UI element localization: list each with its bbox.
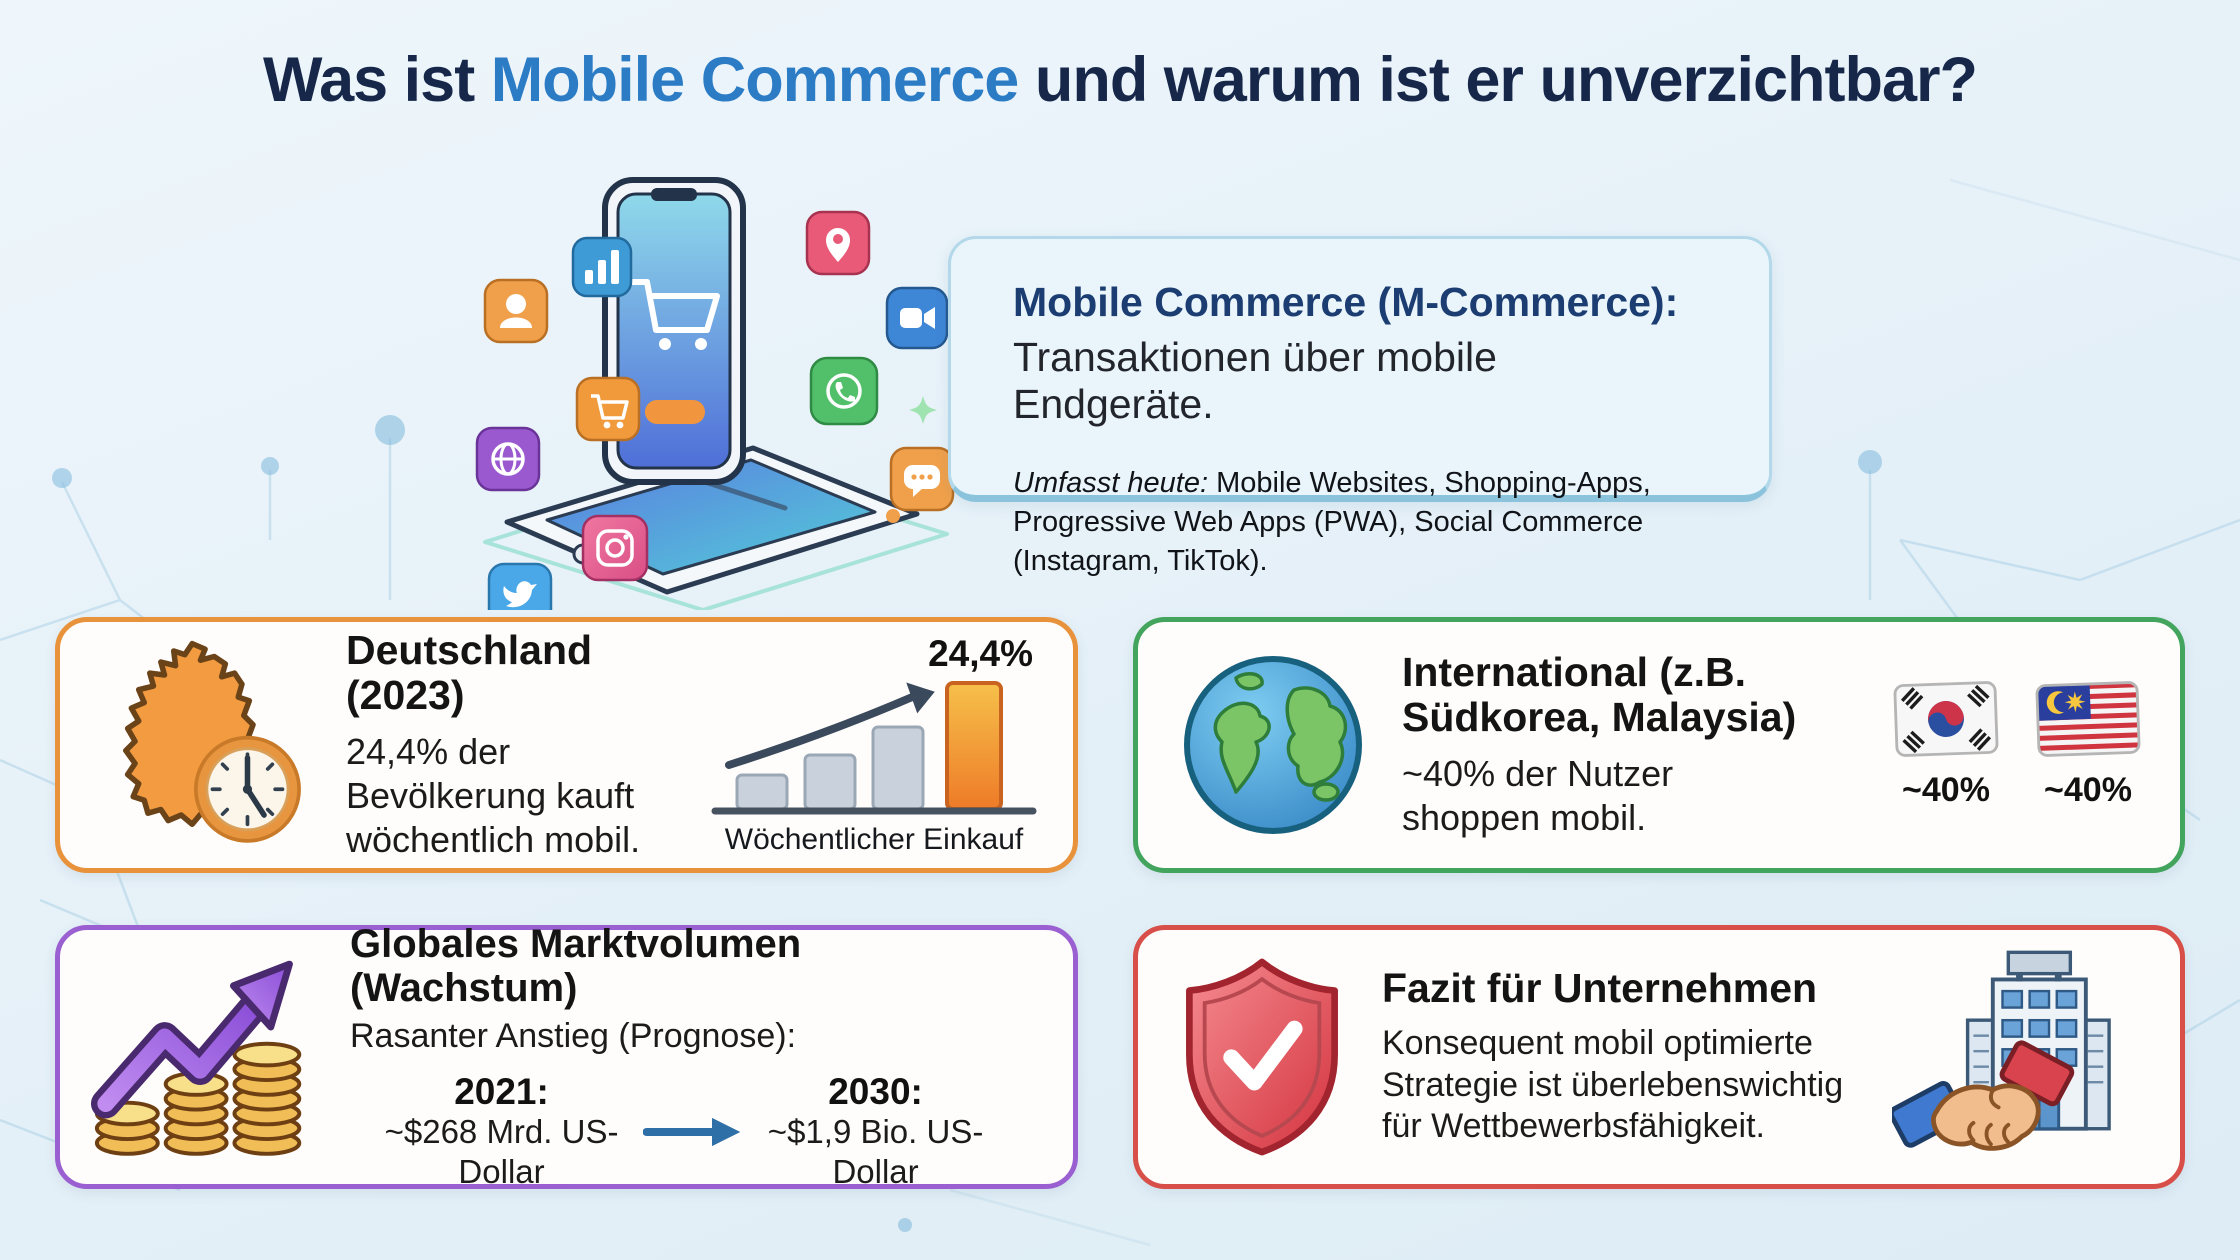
card-market-text: Globales Marktvolumen (Wachstum) Rasante… xyxy=(350,922,1039,1191)
cart-app-icon xyxy=(575,376,641,442)
forecast-row: 2021: ~$268 Mrd. US-Dollar 2030: ~$1,9 B… xyxy=(350,1070,1039,1192)
handshake-icon xyxy=(1892,1040,2075,1151)
card-conclusion-body: Konsequent mobil optimierte Strategie is… xyxy=(1382,1024,1844,1146)
title-prefix: Was ist xyxy=(262,45,491,115)
video-app-icon xyxy=(885,286,949,350)
card-international-text: International (z.B. Südkorea, Malaysia) … xyxy=(1402,649,1884,840)
chart-caption: Wöchentlicher Einkauf xyxy=(724,823,1024,856)
definition-detail-text: Mobile Websites, Shopping-Apps, Progress… xyxy=(1013,467,1651,578)
definition-box: Mobile Commerce (M-Commerce): Transaktio… xyxy=(948,236,1772,577)
person-app-icon xyxy=(483,278,549,344)
forecast-2021-value: ~$268 Mrd. US-Dollar xyxy=(384,1113,619,1191)
forecast-2021-year: 2021: xyxy=(454,1070,549,1112)
card-conclusion: Fazit für Unternehmen Konsequent mobil o… xyxy=(1133,925,2185,1189)
cta-pill xyxy=(645,400,705,424)
sparkle-accent xyxy=(909,396,937,424)
globe-icon xyxy=(1184,656,1362,834)
building-handshake-icon xyxy=(1892,950,2111,1151)
definition-detail: Umfasst heute: Mobile Websites, Shopping… xyxy=(1013,464,1707,581)
malaysia-flag-item: ~40% xyxy=(2035,680,2141,810)
definition-detail-label: Umfasst heute: xyxy=(1013,467,1209,500)
forecast-2030-year: 2030: xyxy=(828,1070,923,1112)
card-germany-title: Deutschland (2023) xyxy=(346,627,593,719)
forecast-2021: 2021: ~$268 Mrd. US-Dollar xyxy=(360,1070,643,1192)
card-germany-text: Deutschland (2023) 24,4% der Bevölkerung… xyxy=(346,627,703,862)
title-suffix: und warum ist er unverzichtbar? xyxy=(1018,45,1978,115)
malaysia-flag-icon xyxy=(2035,680,2141,757)
page-title: Was ist Mobile Commerce und warum ist er… xyxy=(0,44,2240,116)
zigzag-arrow xyxy=(90,960,293,1119)
twitter-app-icon xyxy=(487,562,553,610)
dot-accent xyxy=(886,509,900,523)
korea-flag-item: ~40% xyxy=(1893,680,1999,810)
definition-subheading: Transaktionen über mobile Endgeräte. xyxy=(1013,334,1497,428)
growth-arrow-coins-icon xyxy=(90,960,302,1156)
weekly-purchase-chart: 24,4% Wöchentlicher Einkauf xyxy=(709,633,1039,857)
coin-stacks xyxy=(94,1041,302,1156)
instagram-app-icon xyxy=(581,514,649,582)
flags-block: ~40% xyxy=(1893,680,2141,810)
title-highlight: Mobile Commerce xyxy=(490,45,1020,115)
card-international: International (z.B. Südkorea, Malaysia) … xyxy=(1133,617,2185,873)
globe-app-icon xyxy=(475,426,541,492)
card-international-body: ~40% der Nutzer shoppen mobil. xyxy=(1402,753,1674,839)
clock-icon xyxy=(194,735,301,843)
blue-right-arrow-icon xyxy=(643,1117,741,1146)
chart-value-label: 24,4% xyxy=(928,633,1033,674)
forecast-2030: 2030: ~$1,9 Bio. US-Dollar xyxy=(742,1070,1009,1192)
location-pin-app-icon xyxy=(805,210,871,276)
mini-bar-chart xyxy=(711,681,1037,815)
card-conclusion-title: Fazit für Unternehmen xyxy=(1382,965,1818,1012)
definition-heading: Mobile Commerce (M-Commerce): xyxy=(1013,279,1679,325)
shield-check-icon xyxy=(1186,958,1338,1156)
whatsapp-app-icon xyxy=(809,356,879,426)
south-korea-flag-icon xyxy=(1893,680,1999,757)
card-market-title: Globales Marktvolumen (Wachstum) xyxy=(350,922,802,1011)
korea-value: ~40% xyxy=(1902,770,1990,809)
card-market-body: Rasanter Anstieg (Prognose): xyxy=(350,1017,797,1056)
bar-chart-app-icon xyxy=(571,236,633,298)
card-conclusion-text: Fazit für Unternehmen Konsequent mobil o… xyxy=(1382,966,1892,1148)
germany-map-clock-icon xyxy=(123,640,301,843)
forecast-2030-value: ~$1,9 Bio. US-Dollar xyxy=(767,1113,984,1191)
hero-illustration xyxy=(475,177,955,610)
card-international-title: International (z.B. Südkorea, Malaysia) xyxy=(1402,649,1797,741)
cart-on-screen-icon xyxy=(630,279,720,350)
chat-app-icon xyxy=(889,446,955,512)
card-germany: Deutschland (2023) 24,4% der Bevölkerung… xyxy=(55,617,1078,873)
malaysia-value: ~40% xyxy=(2044,770,2132,809)
card-market: Globales Marktvolumen (Wachstum) Rasante… xyxy=(55,922,1078,1191)
card-germany-body: 24,4% der Bevölkerung kauft wöchentlich … xyxy=(346,731,641,861)
trend-arrow xyxy=(725,691,921,769)
